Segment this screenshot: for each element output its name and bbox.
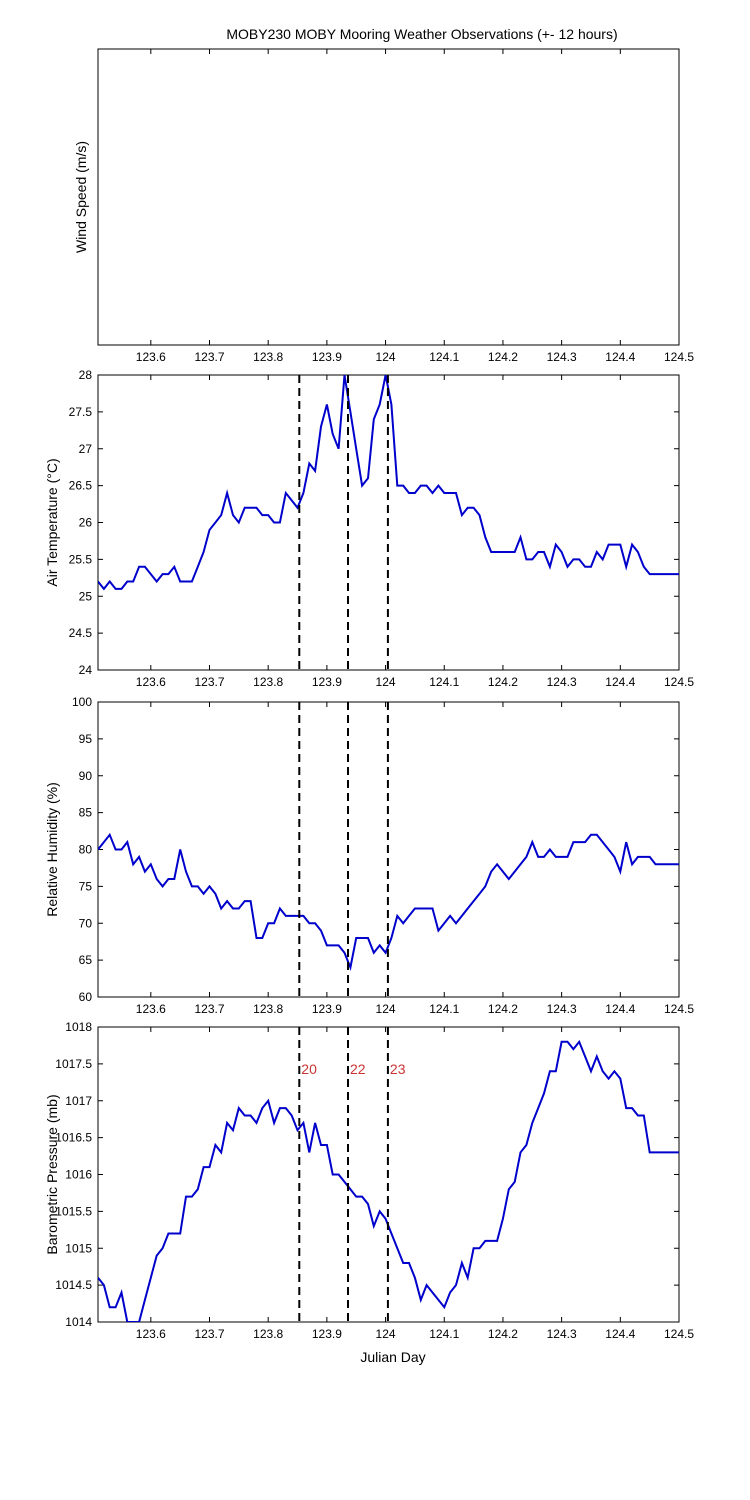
wind-x-tick-label: 123.6	[136, 350, 166, 364]
humidity-x-tick-label: 124.5	[664, 1002, 694, 1016]
humidity-x-tick-label: 123.8	[253, 1002, 283, 1016]
humidity-y-tick-label: 70	[79, 916, 93, 930]
air-temp-y-tick-label: 24.5	[69, 626, 93, 640]
wind-x-tick-label: 124.2	[488, 350, 518, 364]
pressure-y-axis-label: Barometric Pressure (mb)	[44, 1094, 60, 1254]
wind-axes-frame	[97, 48, 680, 346]
pressure-x-tick-label: 123.6	[136, 1327, 166, 1341]
wind-y-axis-label: Wind Speed (m/s)	[73, 141, 89, 253]
pressure-x-tick-label: 124.2	[488, 1327, 518, 1341]
air-temp-y-tick-label: 24	[79, 663, 93, 677]
panel-relative-humidity: 123.6 123.7 123.8 123.9 124 124.1 124.2 124.3 12…	[44, 695, 694, 1016]
air-temp-x-tick-label: 124.3	[547, 675, 577, 689]
air-temp-x-tick-label: 124.1	[429, 675, 459, 689]
wind-x-tick-label: 124.5	[664, 350, 694, 364]
pressure-y-tick-label: 1015	[65, 1241, 92, 1255]
pressure-y-tick-label: 1014.5	[55, 1278, 92, 1292]
panel-wind-speed: 123.6 123.7 123.8 123.9 124 124.1 124.2 124.3 12…	[73, 48, 694, 364]
panel-air-temperature: 123.6 123.7 123.8 123.9 124 124.1 124.2 124.3 12…	[44, 368, 694, 689]
air-temp-x-tick-label: 123.8	[253, 675, 283, 689]
air-temp-x-tick-label: 124.4	[605, 675, 635, 689]
figure-title: MOBY230 MOBY Mooring Weather Observation…	[226, 26, 617, 42]
humidity-x-tick-label: 124.1	[429, 1002, 459, 1016]
humidity-y-tick-label: 85	[79, 806, 93, 820]
wind-x-tick-label: 123.8	[253, 350, 283, 364]
pressure-y-tick-label: 1017.5	[55, 1057, 92, 1071]
air-temp-y-tick-label: 26.5	[69, 479, 93, 493]
humidity-x-tick-label: 124.4	[605, 1002, 635, 1016]
air-temp-y-tick-label: 26	[79, 516, 93, 530]
wind-x-tick-label: 123.9	[312, 350, 342, 364]
air-temp-y-tick-label: 28	[79, 368, 93, 382]
humidity-x-tick-label: 123.6	[136, 1002, 166, 1016]
wind-x-tick-label: 124.4	[605, 350, 635, 364]
pressure-y-tick-label: 1016	[65, 1168, 92, 1182]
pressure-x-tick-label: 123.7	[194, 1327, 224, 1341]
pressure-x-tick-label: 124.5	[664, 1327, 694, 1341]
humidity-y-tick-label: 90	[79, 769, 93, 783]
humidity-y-tick-label: 100	[72, 695, 92, 709]
humidity-y-tick-label: 75	[79, 879, 93, 893]
air-temp-x-tick-label: 123.6	[136, 675, 166, 689]
pressure-y-tick-label: 1014	[65, 1315, 92, 1329]
pressure-x-tick-label: 123.9	[312, 1327, 342, 1341]
pressure-event-marker-label: 23	[390, 1061, 406, 1077]
panel-barometric-pressure: 123.6 123.7 123.8 123.9 124 124.1 124.2 124.3 12…	[44, 1020, 694, 1341]
humidity-y-tick-label: 60	[79, 990, 93, 1004]
pressure-y-tick-label: 1018	[65, 1020, 92, 1034]
air-temp-x-tick-label: 123.9	[312, 675, 342, 689]
humidity-y-tick-label: 80	[79, 843, 93, 857]
air-temp-x-tick-label: 124.5	[664, 675, 694, 689]
pressure-y-tick-label: 1015.5	[55, 1204, 92, 1218]
air-temp-y-axis-label: Air Temperature (°C)	[44, 458, 60, 586]
air-temp-x-tick-label: 124.2	[488, 675, 518, 689]
pressure-y-tick-label: 1016.5	[55, 1131, 92, 1145]
x-axis-label: Julian Day	[360, 1349, 425, 1365]
wind-x-tick-label: 123.7	[194, 350, 224, 364]
pressure-y-tick-label: 1017	[65, 1094, 92, 1108]
pressure-x-tick-label: 124	[376, 1327, 396, 1341]
air-temp-y-tick-label: 25.5	[69, 552, 93, 566]
pressure-x-tick-label: 124.3	[547, 1327, 577, 1341]
humidity-x-tick-label: 123.7	[194, 1002, 224, 1016]
humidity-x-tick-label: 124	[376, 1002, 396, 1016]
air-temp-y-tick-label: 25	[79, 589, 93, 603]
pressure-event-marker-label: 20	[301, 1061, 317, 1077]
air-temp-x-tick-label: 124	[376, 675, 396, 689]
pressure-event-marker-label: 22	[350, 1061, 366, 1077]
wind-x-tick-label: 124.3	[547, 350, 577, 364]
humidity-series-line	[98, 832, 679, 972]
humidity-y-tick-label: 65	[79, 953, 93, 967]
pressure-x-tick-label: 124.4	[605, 1327, 635, 1341]
humidity-x-tick-label: 124.3	[547, 1002, 577, 1016]
wind-x-tick-label: 124.1	[429, 350, 459, 364]
wind-x-tick-label: 124	[376, 350, 396, 364]
humidity-x-tick-label: 124.2	[488, 1002, 518, 1016]
air-temp-y-tick-label: 27	[79, 442, 93, 456]
air-temp-y-tick-label: 27.5	[69, 405, 93, 419]
humidity-x-tick-label: 123.9	[312, 1002, 342, 1016]
pressure-x-tick-label: 123.8	[253, 1327, 283, 1341]
humidity-y-tick-label: 95	[79, 732, 93, 746]
pressure-x-tick-label: 124.1	[429, 1327, 459, 1341]
air-temp-x-tick-label: 123.7	[194, 675, 224, 689]
humidity-y-axis-label: Relative Humidity (%)	[44, 782, 60, 917]
